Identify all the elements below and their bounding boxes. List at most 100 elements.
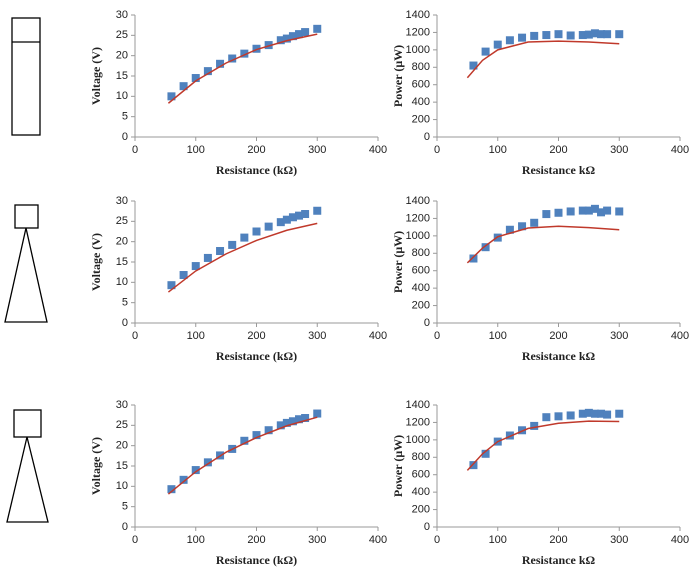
data-point — [252, 44, 261, 53]
y-tick-label: 600 — [412, 79, 430, 91]
data-point — [167, 92, 176, 101]
data-point — [191, 262, 200, 271]
x-tick-label: 400 — [369, 330, 387, 342]
data-point — [264, 41, 273, 50]
data-point — [518, 33, 527, 42]
y-tick-label: 1400 — [406, 195, 430, 207]
x-tick-label: 300 — [308, 144, 326, 156]
data-point — [597, 30, 606, 39]
data-point — [469, 461, 478, 470]
x-tick-label: 300 — [610, 144, 628, 156]
data-point — [578, 31, 587, 40]
x-tick-label: 200 — [549, 330, 567, 342]
icon-head — [13, 409, 42, 438]
y-tick-label: 30 — [116, 195, 128, 207]
data-point — [240, 233, 249, 242]
data-point — [603, 206, 612, 215]
y-tick-label: 0 — [122, 317, 128, 329]
y-tick-label: 400 — [412, 96, 430, 108]
data-point — [240, 436, 249, 445]
y-tick-label: 1000 — [406, 434, 430, 446]
data-point — [505, 225, 514, 234]
x-tick-label: 400 — [671, 534, 689, 546]
data-point — [203, 458, 212, 467]
icon-bar — [11, 17, 41, 136]
x-tick-label: 300 — [308, 534, 326, 546]
fit-line — [466, 225, 620, 264]
y-tick-label: 0 — [424, 521, 430, 533]
data-point — [276, 218, 285, 227]
y-tick-label: 1200 — [406, 26, 430, 38]
data-point — [179, 271, 188, 280]
y-axis-title: Power (μW) — [391, 231, 405, 293]
chart: 0 200 400 600 800 1000 1200 1400 0 100 200 300 400 Re… — [391, 9, 689, 177]
x-tick-label: 0 — [132, 330, 138, 342]
y-tick-label: 600 — [412, 265, 430, 277]
data-point — [282, 418, 291, 427]
chart: 0 200 400 600 800 1000 1200 1400 0 100 200 300 400 Re… — [391, 399, 689, 567]
data-point — [590, 409, 599, 418]
x-tick-label: 300 — [610, 534, 628, 546]
x-tick-label: 400 — [671, 330, 689, 342]
y-tick-label: 1400 — [406, 9, 430, 21]
data-point — [518, 222, 527, 231]
data-point — [578, 409, 587, 418]
x-tick-label: 100 — [187, 330, 205, 342]
data-point — [179, 82, 188, 91]
icon-cone — [6, 436, 49, 523]
data-point — [597, 208, 606, 217]
data-point — [578, 206, 587, 215]
y-tick-label: 30 — [116, 399, 128, 411]
device-icons — [4, 17, 49, 523]
data-point — [228, 54, 237, 63]
y-tick-label: 25 — [116, 215, 128, 227]
y-tick-label: 20 — [116, 236, 128, 248]
data-point — [203, 253, 212, 262]
y-tick-label: 5 — [122, 297, 128, 309]
data-point — [518, 426, 527, 435]
data-point — [313, 409, 322, 418]
data-point — [301, 210, 310, 219]
y-tick-label: 20 — [116, 440, 128, 452]
y-tick-label: 0 — [122, 521, 128, 533]
data-point — [584, 408, 593, 417]
y-tick-label: 800 — [412, 451, 430, 463]
data-point — [554, 30, 563, 39]
x-tick-label: 400 — [369, 534, 387, 546]
x-tick-label: 300 — [610, 330, 628, 342]
data-point — [584, 206, 593, 215]
data-point — [191, 466, 200, 475]
data-point — [530, 31, 539, 40]
data-point — [530, 421, 539, 430]
data-point — [603, 410, 612, 419]
data-point — [615, 30, 624, 39]
x-tick-label: 0 — [132, 144, 138, 156]
y-tick-label: 10 — [116, 480, 128, 492]
data-point — [542, 210, 551, 219]
data-point — [282, 215, 291, 224]
y-tick-label: 5 — [122, 111, 128, 123]
x-tick-label: 400 — [369, 144, 387, 156]
x-tick-label: 100 — [187, 534, 205, 546]
x-tick-label: 0 — [132, 534, 138, 546]
y-tick-label: 20 — [116, 50, 128, 62]
x-axis-title: Resistance kΩ — [522, 163, 596, 177]
x-tick-label: 100 — [187, 144, 205, 156]
x-tick-label: 0 — [434, 144, 440, 156]
data-point — [566, 207, 575, 216]
y-tick-label: 1000 — [406, 44, 430, 56]
data-point — [167, 485, 176, 494]
data-point — [554, 412, 563, 421]
data-point — [566, 411, 575, 420]
fit-line — [167, 33, 318, 104]
y-axis-title: Voltage (V) — [89, 233, 103, 291]
data-point — [469, 61, 478, 70]
data-point — [264, 222, 273, 231]
x-axis-title: Resistance (kΩ) — [216, 163, 297, 177]
data-point — [264, 426, 273, 435]
x-tick-label: 100 — [489, 144, 507, 156]
data-point — [240, 49, 249, 58]
